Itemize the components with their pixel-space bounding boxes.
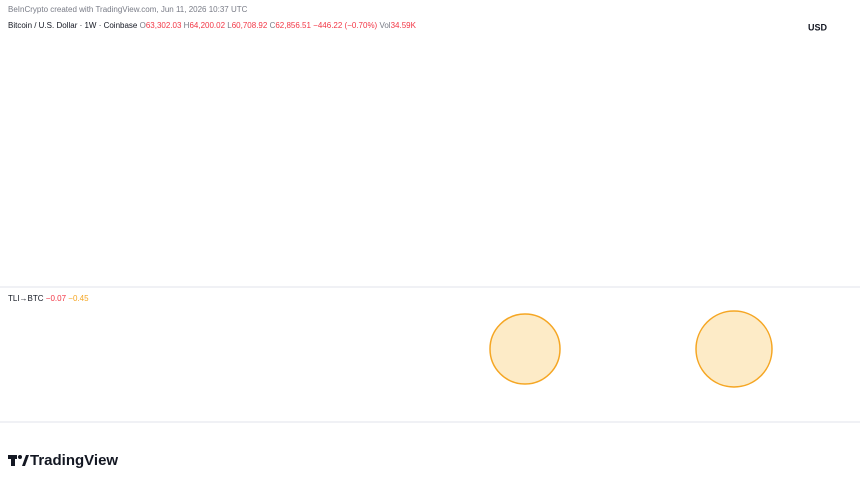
credit: BeInCrypto created with TradingView.com,…: [8, 5, 248, 14]
ohlc-value: 62,856.51: [275, 21, 311, 30]
legend-value: −0.45: [68, 294, 89, 303]
volume-value: 34.59K: [390, 21, 416, 30]
ohlc-key: O: [139, 21, 146, 30]
ohlc-value: 63,302.03: [145, 21, 182, 30]
change: −446.22 (−0.70%): [313, 21, 378, 30]
volume-key: Vol: [379, 21, 391, 30]
currency: USD: [808, 22, 828, 32]
symbol-line: Bitcoin / U.S. Dollar · 1W · Coinbase O6…: [8, 21, 416, 30]
oscillator-title: TLI→BTC: [8, 294, 44, 303]
ohlc-value: 64,200.02: [189, 21, 226, 30]
highlight-circle: [695, 310, 773, 388]
highlight-circle: [489, 313, 561, 385]
symbol: Bitcoin / U.S. Dollar · 1W · Coinbase: [8, 21, 138, 30]
legend-value: −0.07: [45, 294, 67, 303]
ohlc-key: H: [183, 21, 190, 30]
logo: TradingView: [30, 452, 119, 469]
ohlc-value: 60,708.92: [231, 21, 268, 30]
logo-icon: [8, 455, 29, 466]
ohlc-key: C: [269, 21, 276, 30]
oscillator-legend: TLI→BTC −0.07 −0.45: [8, 294, 89, 303]
ohlc-key: L: [227, 21, 232, 30]
